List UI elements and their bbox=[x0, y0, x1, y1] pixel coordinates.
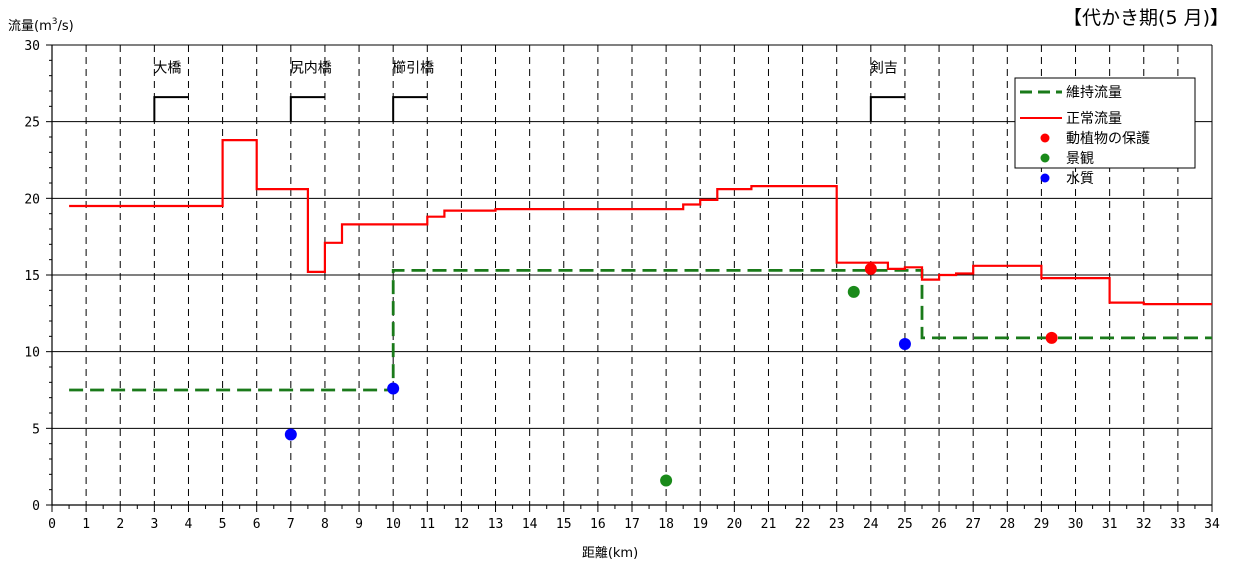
x-tick-label: 14 bbox=[522, 517, 538, 532]
x-tick-label: 31 bbox=[1102, 517, 1118, 532]
x-tick-label: 29 bbox=[1034, 517, 1050, 532]
x-tick-label: 6 bbox=[253, 517, 261, 532]
bridge-label: 剣吉 bbox=[870, 61, 898, 77]
x-tick-label: 30 bbox=[1068, 517, 1084, 532]
bridge-label: 大橋 bbox=[153, 61, 181, 77]
legend-marker-scenery bbox=[1040, 153, 1050, 163]
x-tick-label: 1 bbox=[82, 517, 90, 532]
legend: 維持流量 正常流量 動植物の保護 景観 水質 bbox=[1014, 77, 1196, 187]
bridge-marker bbox=[289, 96, 325, 122]
y-tick-label: 0 bbox=[32, 499, 40, 514]
x-tick-label: 8 bbox=[321, 517, 329, 532]
bridge-marker bbox=[869, 96, 905, 122]
legend-label-wildlife: 動植物の保護 bbox=[1066, 131, 1150, 147]
x-tick-label: 16 bbox=[590, 517, 606, 532]
x-tick-label: 3 bbox=[150, 517, 158, 532]
x-tick-label: 27 bbox=[965, 517, 981, 532]
data-point-3 bbox=[847, 285, 860, 298]
series-line-1 bbox=[69, 139, 1212, 306]
y-tick-label: 25 bbox=[24, 116, 40, 131]
x-tick-label: 26 bbox=[931, 517, 947, 532]
x-tick-label: 28 bbox=[999, 517, 1015, 532]
x-tick-label: 13 bbox=[488, 517, 504, 532]
y-tick-label: 5 bbox=[32, 422, 40, 437]
x-tick-label: 19 bbox=[692, 517, 708, 532]
y-tick-label: 15 bbox=[24, 269, 40, 284]
data-point-2 bbox=[864, 262, 877, 275]
x-tick-label: 10 bbox=[385, 517, 401, 532]
bridge-markers: 大橋 尻内橋 櫛引橋 剣吉 bbox=[153, 60, 905, 122]
x-tick-label: 25 bbox=[897, 517, 913, 532]
x-tick-label: 2 bbox=[116, 517, 124, 532]
y-axis-label: 流量(m3/s) bbox=[8, 17, 74, 34]
x-tick-label: 5 bbox=[219, 517, 227, 532]
y-tick-label: 30 bbox=[24, 39, 40, 54]
bridge-marker bbox=[392, 96, 428, 122]
x-tick-label: 15 bbox=[556, 517, 572, 532]
x-tick-label: 11 bbox=[419, 517, 435, 532]
x-tick-label: 4 bbox=[185, 517, 193, 532]
data-point-4 bbox=[387, 382, 400, 395]
x-tick-label: 33 bbox=[1170, 517, 1186, 532]
bridge-label: 櫛引橋 bbox=[392, 60, 434, 77]
axes bbox=[46, 44, 1213, 512]
bridge-label: 尻内橋 bbox=[290, 61, 332, 77]
legend-marker-wildlife bbox=[1040, 133, 1050, 143]
x-tick-label: 9 bbox=[355, 517, 363, 532]
x-tick-label: 32 bbox=[1136, 517, 1152, 532]
legend-marker-water-quality bbox=[1040, 173, 1050, 183]
x-tick-label: 17 bbox=[624, 517, 640, 532]
data-point-4 bbox=[284, 428, 297, 441]
x-tick-label: 18 bbox=[658, 517, 674, 532]
data-point-2 bbox=[1045, 331, 1058, 344]
legend-label-water-quality: 水質 bbox=[1066, 171, 1094, 187]
y-tick-label: 10 bbox=[24, 346, 40, 361]
data-series bbox=[69, 139, 1212, 487]
y-tick-label: 20 bbox=[24, 192, 40, 207]
series-line-0 bbox=[69, 269, 1212, 392]
data-point-3 bbox=[660, 474, 673, 487]
x-tick-label: 20 bbox=[727, 517, 743, 532]
tick-labels: 0 1 2 3 4 5 6 7 8 9 10 11 12 13 14 15 16 17 18 19 20 21 22 23 24… bbox=[24, 39, 1220, 532]
x-tick-label: 0 bbox=[48, 517, 56, 532]
bridge-marker bbox=[153, 96, 189, 122]
x-axis-label: 距離(km) bbox=[582, 546, 638, 561]
x-tick-label: 21 bbox=[761, 517, 777, 532]
x-tick-label: 24 bbox=[863, 517, 879, 532]
x-tick-label: 23 bbox=[829, 517, 845, 532]
x-tick-label: 12 bbox=[454, 517, 470, 532]
legend-label-normal-flow: 正常流量 bbox=[1066, 111, 1122, 127]
x-tick-label: 7 bbox=[287, 517, 295, 532]
chart-title: 【代かき期(5 月)】 bbox=[1063, 7, 1229, 29]
x-tick-label: 22 bbox=[795, 517, 811, 532]
data-point-4 bbox=[898, 338, 911, 350]
legend-label-scenery: 景観 bbox=[1066, 150, 1094, 167]
legend-label-maintenance-flow: 維持流量 bbox=[1066, 85, 1122, 101]
x-tick-label: 34 bbox=[1204, 517, 1220, 532]
